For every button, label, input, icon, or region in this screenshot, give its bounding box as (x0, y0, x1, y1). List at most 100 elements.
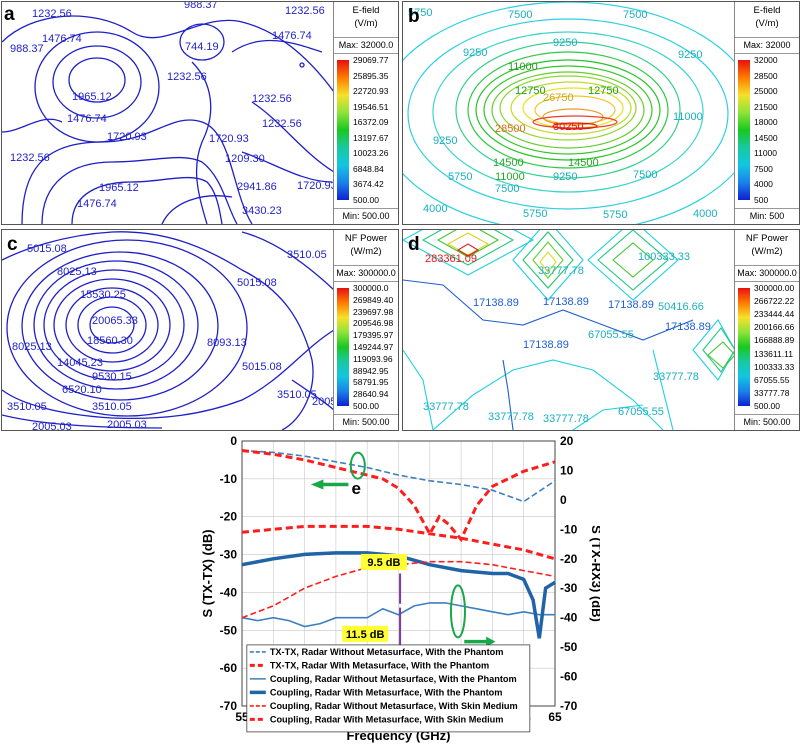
contour-label: 9250 (553, 171, 577, 183)
y-tick-label-right: -10 (560, 522, 578, 536)
contour-label: 2005.03 (32, 421, 72, 430)
y-tick-label-right: -50 (560, 640, 578, 654)
panel-a: 1232.56 1476.74 988.37 1232.56 1476.74 7… (1, 1, 399, 225)
colorbar-tick-label: 67055.55 (754, 374, 790, 385)
colorbar-tick-label: 166888.89 (754, 335, 795, 346)
colorbar-tick-label: 18000 (754, 117, 778, 128)
contour-label: 28500 (495, 123, 526, 135)
colorbar-tick-label: 200166.66 (754, 322, 795, 333)
contour-label: 5750 (523, 208, 547, 220)
legend-frame (246, 644, 531, 733)
contour-label: 30250 (553, 121, 584, 133)
legend-entry: Coupling, Radar Without Metasurface, Wit… (270, 701, 518, 711)
colorbar-tick-label: 100333.33 (754, 361, 795, 372)
contour-label: 1476.74 (77, 198, 117, 210)
contour-svg-d: 283361.09 33777.78 100333.33 17138.89 17… (403, 230, 735, 430)
contour-label: 7500 (495, 183, 519, 195)
legend-max: Max: 300000.0 (334, 266, 398, 282)
panel-label-b: b (408, 6, 420, 27)
legend-max: Max: 300000.0 (735, 266, 799, 282)
colorbar-tick-label: 500 (754, 195, 769, 205)
colorbar-tick-label: 149244.97 (353, 342, 394, 352)
contour-label: 3510.05 (277, 389, 317, 401)
legend-entry: Coupling, Radar Without Metasurface, Wit… (270, 674, 517, 684)
colorbar-tick-label: 119093.96 (353, 353, 393, 364)
contour-label: 1965.12 (72, 91, 112, 103)
contour-label: 14500 (568, 157, 599, 169)
contour-label: 33777.78 (538, 265, 584, 277)
contour-label: 33777.78 (488, 411, 534, 423)
contour-label: 1232.56 (32, 8, 72, 20)
contour-label: 2005.03 (107, 419, 147, 430)
contour-label: 8025.13 (57, 266, 97, 278)
y-tick-label-right: 20 (560, 436, 574, 448)
contour-label: 3510.05 (92, 401, 132, 413)
contour-label: 33777.78 (543, 413, 589, 425)
colorbar-d (738, 288, 750, 406)
contour-label: 3430.23 (242, 205, 282, 217)
contour-plot-a: 1232.56 1476.74 988.37 1232.56 1476.74 7… (2, 2, 334, 224)
colorbar-tick-label: 300000.0 (353, 283, 389, 293)
y-tick-label-right: -60 (560, 670, 578, 684)
contour-label: 744.19 (185, 41, 219, 53)
colorbar-tick-label: 29069.77 (353, 55, 389, 65)
contour-label: 9250 (553, 37, 577, 49)
legend-entry: Coupling, Radar With Metasurface, With S… (270, 714, 504, 724)
annotation-box (342, 625, 389, 642)
y-axis-label-right: S (TX-RX3) (dB) (589, 525, 600, 622)
contour-label: 1476.74 (67, 113, 107, 125)
legend-entry: Coupling, Radar With Metasurface, With t… (270, 687, 503, 697)
colorbar-tick-label: 28640.94 (353, 389, 389, 400)
x-tick-label: 55 (235, 710, 249, 724)
contour-label: 1965.12 (99, 182, 139, 194)
contour-label: 11000 (495, 171, 525, 183)
colorbar-a (337, 60, 349, 200)
y-tick-label-right: -30 (560, 581, 578, 595)
contour-label: 11000 (508, 61, 538, 73)
legend-title: NF Power (W/m2) (735, 230, 799, 266)
contour-svg-a: 1232.56 1476.74 988.37 1232.56 1476.74 7… (2, 2, 334, 224)
contour-label: 17138.89 (523, 339, 569, 351)
contour-label: 5750 (603, 209, 627, 221)
colorbar-tick-label: 19546.51 (353, 101, 389, 112)
colorbar-tick-label: 6848.84 (353, 163, 384, 174)
contour-label: 1209.30 (225, 153, 265, 165)
series-line (241, 449, 556, 503)
contour-label: 1232.56 (167, 71, 207, 83)
y-tick-label-right: -70 (560, 699, 578, 713)
contour-label: 1232.56 (262, 118, 302, 130)
colorbar-tick-label: 233444.44 (754, 309, 795, 320)
contour-label: 9250 (433, 135, 457, 147)
panel-label-d: d (408, 234, 420, 255)
contour-label: 1476.74 (42, 33, 82, 45)
contour-label: 7500 (508, 9, 532, 21)
colorbar-tick-label: 25895.35 (353, 70, 389, 81)
y-tick-label-right: -20 (560, 552, 578, 566)
contour-label: 17138.89 (473, 297, 519, 309)
contour-plot-b: 5750 7500 7500 9250 9250 9250 9250 5750 … (403, 2, 735, 224)
contour-label: 15530.25 (80, 289, 126, 301)
legend-b: E-field (V/m) Max: 32000 32000 28500 25000… (734, 2, 799, 224)
colorbar-tick-label: 239697.98 (353, 306, 394, 317)
contour-label: 17138.89 (543, 296, 589, 308)
contour-label: 11000 (673, 111, 703, 123)
colorbar-tick-label: 58791.95 (353, 377, 389, 388)
series-line (241, 551, 556, 639)
colorbar-tick-label: 269849.40 (353, 294, 394, 305)
contour-label: 4000 (423, 203, 447, 215)
colorbar-tick-label: 266722.22 (754, 296, 795, 307)
contour-label: 1720.93 (297, 180, 334, 192)
y-tick-label-left: -30 (220, 548, 238, 562)
colorbar-tick-label: 7500 (754, 163, 773, 174)
axis-marker-ellipse (349, 451, 366, 480)
axis-arrow-head (486, 636, 496, 647)
colorbar-tick-label: 33777.78 (754, 387, 790, 398)
contour-label: 14045.23 (57, 357, 103, 369)
colorbar-tick-label: 500.00 (754, 401, 780, 411)
colorbar-tick-label: 133611.11 (754, 348, 793, 359)
contour-label: 3510.05 (287, 249, 327, 261)
panel-label-e: e (352, 479, 361, 498)
colorbar-tick-label: 500.00 (353, 195, 379, 205)
contour-label: 8025.13 (12, 341, 52, 353)
colorbar-tick-label: 88942.95 (353, 365, 389, 376)
